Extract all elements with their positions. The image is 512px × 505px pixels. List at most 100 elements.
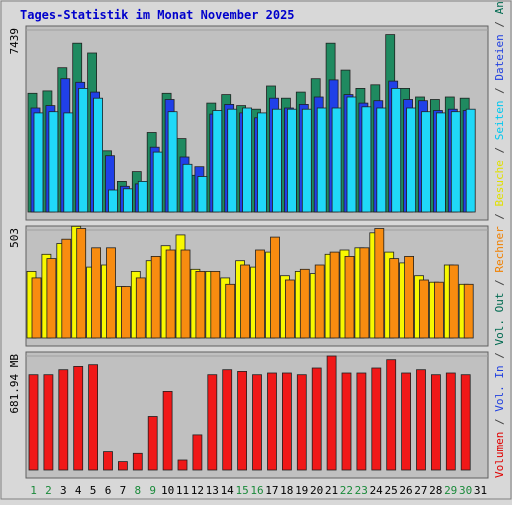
bar-rechner-day-14 [225, 283, 236, 339]
bar-seiten-day-5 [93, 97, 103, 213]
bar-seiten-day-25 [391, 88, 402, 213]
bar-volumen-day-30 [460, 374, 471, 471]
bar-volumen-day-28 [430, 374, 441, 471]
bar-rechner-day-13 [210, 270, 221, 339]
x-tick-label-day-30: 30 [459, 484, 472, 497]
legend-entry-13: / [493, 14, 506, 34]
legend-entry-5: / [493, 273, 506, 293]
bar-seiten-day-10 [167, 111, 178, 213]
bar-rechner-day-12 [195, 270, 206, 339]
bar-volumen-day-3 [58, 369, 69, 471]
bar-volumen-day-21 [326, 355, 337, 471]
x-tick-label-day-18: 18 [280, 484, 293, 497]
bar-rechner-day-19 [299, 268, 310, 339]
legend-entry-12: Dateien [493, 34, 506, 80]
bar-volumen-day-1 [28, 374, 39, 471]
bar-volumen-day-16 [252, 374, 262, 471]
bar-rechner-day-9 [150, 255, 161, 339]
x-tick-label-day-10: 10 [161, 484, 174, 497]
bar-rechner-day-10 [165, 249, 176, 339]
bar-seiten-day-20 [316, 107, 327, 213]
bar-seiten-day-3 [63, 112, 74, 213]
x-tick-label-day-21: 21 [325, 484, 338, 497]
x-tick-label-day-22: 22 [340, 484, 353, 497]
bar-seiten-day-26 [406, 107, 417, 213]
bar-volumen-day-27 [416, 369, 426, 471]
bar-rechner-day-30 [463, 283, 474, 339]
x-tick-label-day-5: 5 [90, 484, 97, 497]
bar-seiten-day-14 [227, 108, 238, 213]
bar-seiten-day-22 [346, 96, 357, 213]
bar-volumen-day-15 [237, 370, 248, 471]
bar-rechner-day-8 [135, 277, 146, 339]
bar-seiten-day-1 [33, 112, 44, 213]
x-tick-label-day-14: 14 [221, 484, 235, 497]
bar-rechner-day-28 [433, 281, 444, 339]
bar-volumen-day-24 [371, 367, 382, 471]
bar-seiten-day-16 [257, 112, 267, 213]
bar-rechner-day-23 [359, 247, 370, 339]
y-axis-max-label-volume: 681.94 MB [8, 354, 21, 414]
x-tick-label-day-9: 9 [149, 484, 156, 497]
bar-volumen-day-18 [281, 372, 292, 471]
bar-volumen-day-5 [88, 364, 98, 471]
x-tick-label-day-23: 23 [355, 484, 368, 497]
bar-volumen-day-7 [118, 461, 128, 471]
bar-rechner-day-17 [270, 236, 280, 339]
bar-seiten-day-17 [272, 108, 282, 213]
bar-volumen-day-20 [311, 367, 322, 471]
legend-entry-10: Seiten [493, 100, 506, 140]
bar-rechner-day-2 [46, 258, 57, 339]
bar-rechner-day-6 [106, 247, 116, 339]
chart-title: Tages-Statistik im Monat November 2025 [20, 8, 295, 22]
bar-rechner-day-16 [255, 249, 265, 339]
bar-rechner-day-7 [121, 286, 131, 339]
bar-rechner-day-20 [314, 264, 325, 339]
x-tick-label-day-31: 31 [474, 484, 487, 497]
bar-rechner-day-11 [180, 249, 191, 339]
x-tick-label-day-4: 4 [75, 484, 82, 497]
x-tick-label-day-3: 3 [60, 484, 67, 497]
bar-volumen-day-17 [267, 372, 277, 471]
bar-seiten-day-4 [78, 88, 89, 213]
bar-volumen-day-19 [296, 374, 307, 471]
legend-entry-6: Rechner [493, 226, 506, 273]
x-tick-label-day-19: 19 [295, 484, 308, 497]
bar-volumen-day-12 [192, 434, 203, 471]
bar-rechner-day-22 [344, 255, 355, 339]
bar-volumen-day-9 [147, 416, 158, 471]
bar-volumen-day-6 [103, 451, 113, 471]
x-tick-label-day-29: 29 [444, 484, 457, 497]
bar-seiten-day-13 [212, 110, 223, 213]
bar-volumen-day-26 [401, 372, 412, 471]
bar-volumen-day-2 [43, 374, 54, 471]
bar-rechner-day-4 [76, 228, 87, 339]
x-tick-label-day-20: 20 [310, 484, 323, 497]
bar-volumen-day-11 [177, 459, 188, 471]
legend-entry-14: Anfragen [493, 0, 506, 14]
bar-rechner-day-1 [31, 277, 42, 339]
x-tick-label-day-16: 16 [250, 484, 263, 497]
x-tick-label-day-7: 7 [120, 484, 127, 497]
x-tick-label-day-11: 11 [176, 484, 189, 497]
x-tick-label-day-17: 17 [265, 484, 278, 497]
bar-rechner-day-5 [91, 247, 101, 339]
y-axis-max-label-visits: 503 [8, 228, 21, 248]
bar-seiten-day-29 [450, 111, 461, 213]
bar-volumen-day-4 [73, 365, 84, 471]
x-tick-label-day-27: 27 [414, 484, 427, 497]
x-tick-label-day-28: 28 [429, 484, 442, 497]
bar-rechner-day-15 [240, 264, 251, 339]
right-axis-legend: Volumen / Vol. In / Vol. Out / Rechner /… [493, 0, 506, 478]
bar-volumen-day-22 [341, 372, 352, 471]
x-tick-label-day-13: 13 [206, 484, 219, 497]
bar-volumen-day-29 [445, 372, 456, 471]
bar-rechner-day-18 [284, 279, 295, 339]
bar-rechner-day-27 [419, 279, 429, 339]
bar-volumen-day-23 [356, 372, 367, 471]
bar-seiten-day-27 [421, 111, 431, 213]
bar-volumen-day-14 [222, 369, 233, 471]
bar-seiten-day-6 [108, 189, 118, 213]
